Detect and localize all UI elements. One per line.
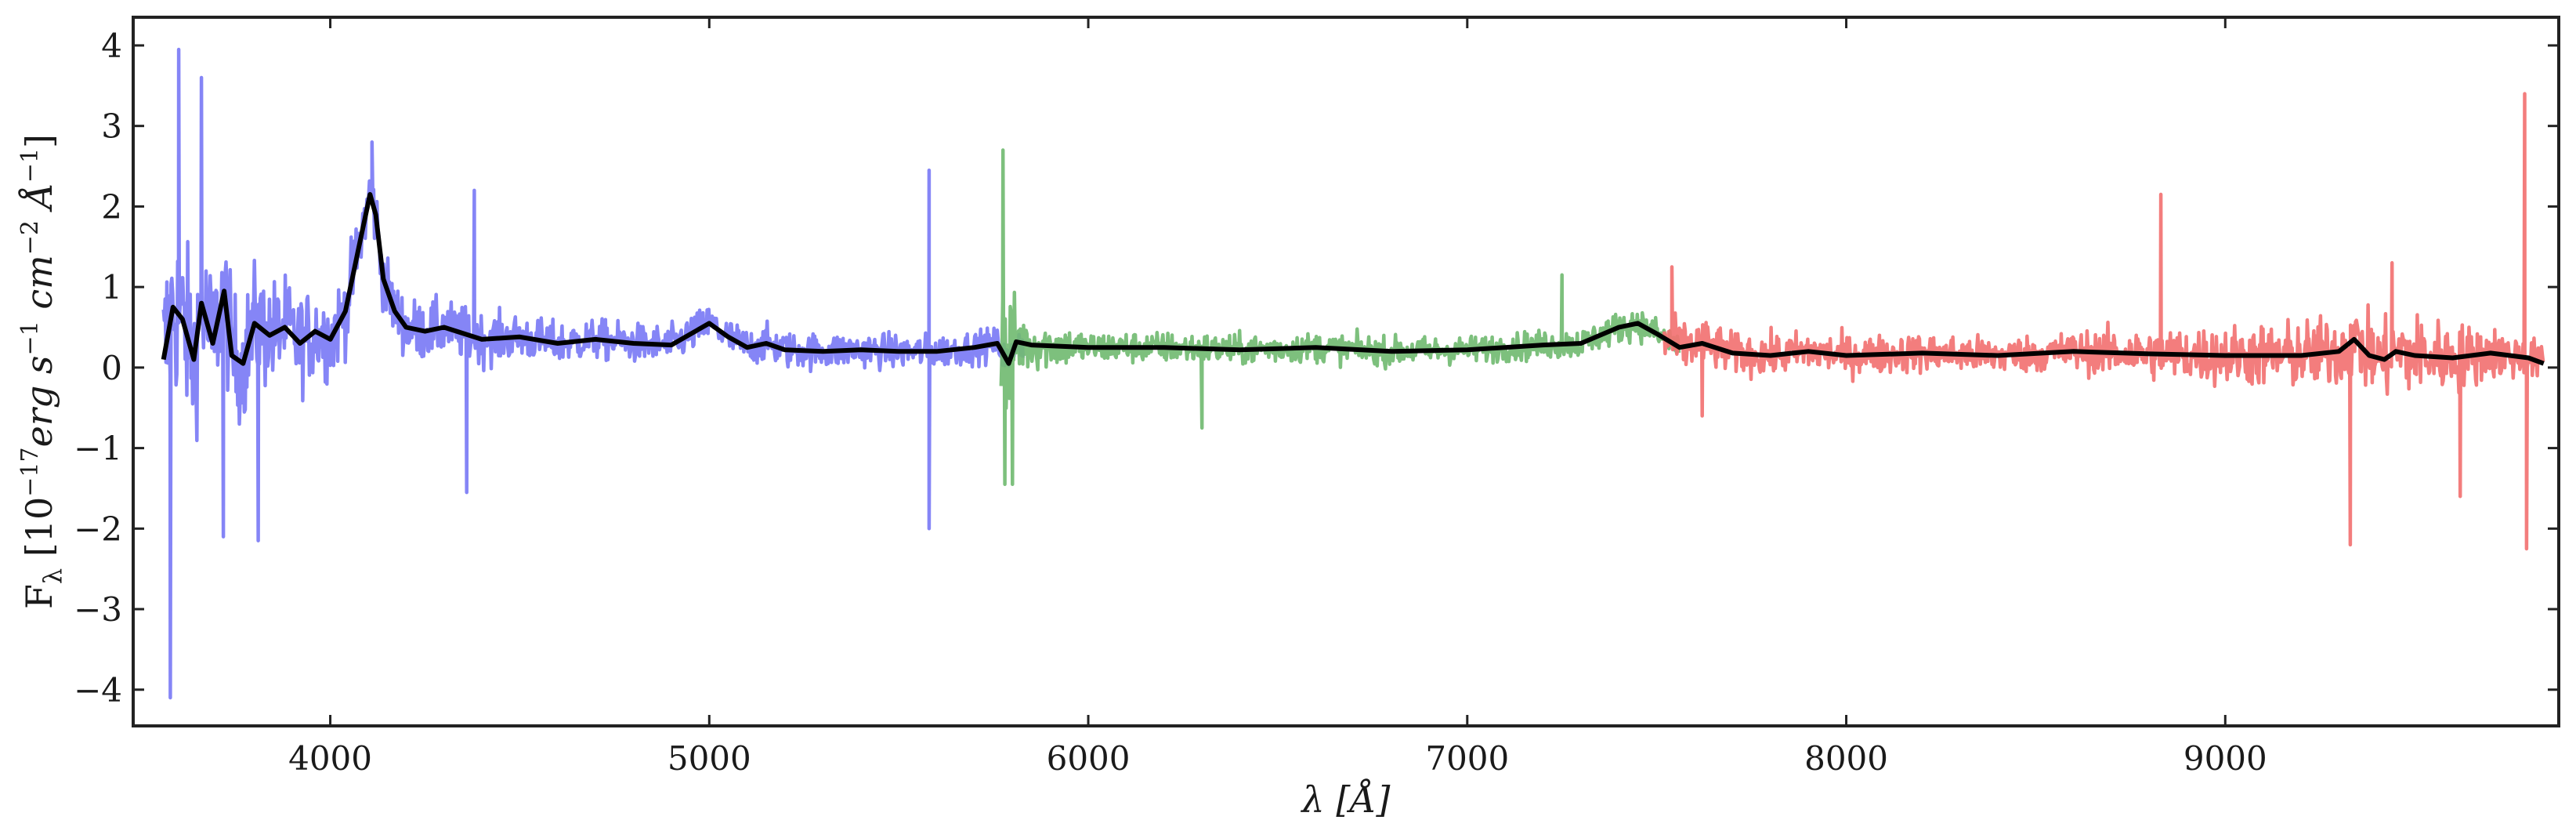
x-tick-label: 6000 [1047,739,1131,778]
y-axis-label: Fλ [10−17erg s−1 cm−2 Å−1] [16,134,67,609]
y-tick-label: −4 [74,671,122,709]
series-line-1 [161,47,1026,700]
series-line-2 [999,148,1681,487]
y-axis-ticks: −4 −3 −2 −1 0 1 2 3 4 [74,27,2559,709]
y-tick-label: 1 [101,268,122,307]
x-axis-ticks: 4000 5000 6000 7000 8000 9000 [288,17,2267,778]
series-layer [161,47,2545,700]
x-tick-label: 5000 [668,739,751,778]
y-tick-label: −3 [74,590,122,629]
x-tick-label: 4000 [288,739,372,778]
y-tick-label: 0 [101,349,122,387]
y-tick-label: −2 [74,510,122,548]
series-line-3 [1662,92,2545,551]
y-tick-label: 2 [101,187,122,226]
y-tick-label: 4 [101,27,122,65]
x-axis-label: λ [Å] [1301,778,1391,821]
smoothed-spectrum-line [161,192,2545,366]
plot-frame [132,16,2560,727]
y-tick-label: 3 [101,107,122,146]
x-tick-label: 9000 [2183,739,2267,778]
x-tick-label: 8000 [1804,739,1888,778]
y-tick-label: −1 [74,430,122,468]
x-tick-label: 7000 [1425,739,1509,778]
